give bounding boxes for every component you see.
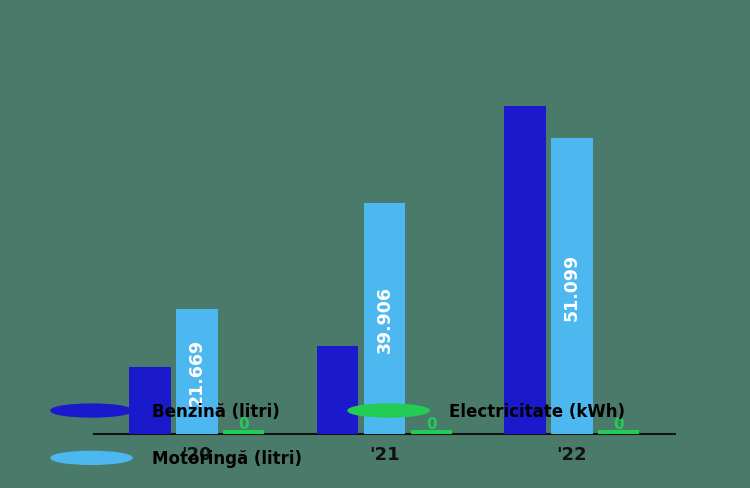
Text: Motoringă (litri): Motoringă (litri)	[152, 449, 302, 467]
Bar	[364, 203, 405, 434]
Text: 15.243: 15.243	[328, 352, 346, 419]
Text: 51.099: 51.099	[563, 253, 581, 320]
Bar	[224, 430, 264, 434]
Text: 39.906: 39.906	[376, 285, 394, 352]
Bar	[176, 309, 218, 434]
Circle shape	[51, 404, 132, 417]
Circle shape	[348, 404, 429, 417]
Text: 0: 0	[614, 416, 624, 431]
Text: Benzină (litri): Benzină (litri)	[152, 402, 280, 420]
Bar	[411, 430, 452, 434]
Text: Electricitate (kWh): Electricitate (kWh)	[449, 402, 626, 420]
Bar	[551, 139, 592, 434]
Text: 21.669: 21.669	[188, 338, 206, 405]
Text: 56.629: 56.629	[516, 221, 534, 288]
Bar	[317, 346, 358, 434]
Bar	[598, 430, 640, 434]
Text: 0: 0	[238, 416, 249, 431]
Bar	[504, 107, 545, 434]
Text: 11.634: 11.634	[141, 364, 159, 431]
Circle shape	[51, 451, 132, 465]
Bar	[129, 367, 170, 434]
Text: 0: 0	[426, 416, 436, 431]
